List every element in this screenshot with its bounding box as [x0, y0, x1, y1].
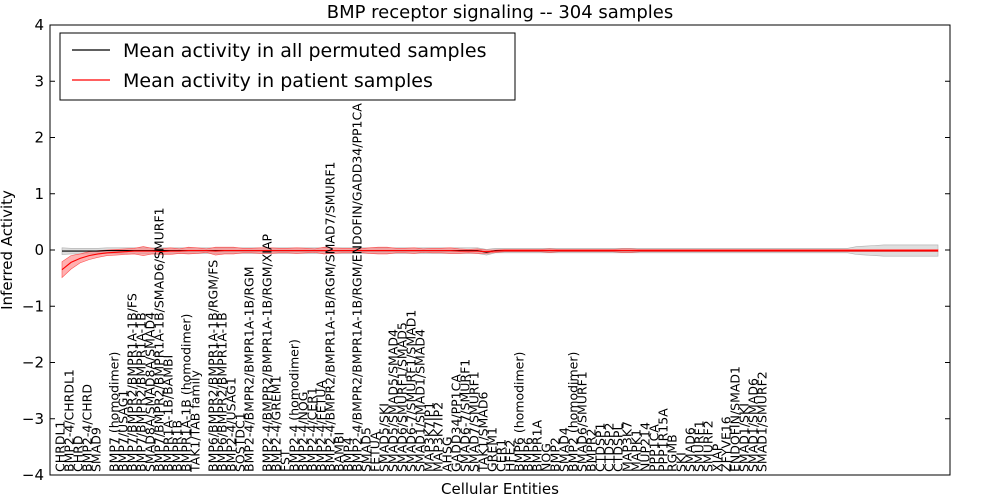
entity-label: TAK1/TAB family [188, 369, 203, 473]
entity-label: BMP2-4/FETUA [314, 380, 329, 472]
confidence-bands [61, 244, 939, 279]
entity-label: SMURF2 [701, 420, 716, 472]
entity-label: FST [278, 449, 293, 472]
y-tick-label: 0 [34, 241, 44, 259]
x-axis-label: Cellular Entities [441, 480, 559, 498]
entity-label: GADD34/PP1CA [449, 374, 464, 472]
entity-label: SMAD5/SMAD5/SMAD4 [386, 329, 401, 472]
entity-label: BMPR1B [170, 420, 185, 472]
entity-label: BMPR2 [584, 428, 599, 472]
entity-label: SMURF1 [692, 420, 707, 472]
entity-label: BMP2-4/BMPR2/BMPR1A-1B/RGM/SMAD7/SMURF1 [323, 162, 338, 472]
entity-label: BMP2-4/CHRDL1 [62, 369, 77, 472]
entity-label: BMP2-4/USAG1 [224, 377, 239, 472]
entity-label: BMP2-4/GREM1 [269, 375, 284, 472]
entity-label: GREM1 [485, 427, 500, 472]
entity-label: BMP2-4/NOG [296, 392, 311, 472]
entity-label: BMP4 [341, 437, 356, 472]
entity-label: SMAD6-7/SMURF1 [458, 359, 473, 472]
y-axis-label: Inferred Activity [0, 190, 16, 310]
entity-label: TAK1/SMAD6 [476, 392, 491, 473]
entity-label: CTDSPL [611, 424, 626, 472]
entity-label: BAMBI [332, 432, 347, 472]
entity-label: SOSTDC1 [233, 412, 248, 472]
y-tick-label: −2 [22, 354, 44, 372]
entity-label: MAPK1 [629, 429, 644, 472]
entity-label: SMAD1/SMAD6 [746, 378, 761, 472]
legend-frame [59, 32, 516, 101]
entity-label: AHSG [440, 436, 455, 472]
legend-label-patient: Mean activity in patient samples [123, 70, 433, 92]
entity-label: SMAD1/SMAD1/SMAD4 [413, 329, 428, 472]
y-axis: 4 3 2 1 0 −1 −2 −3 −4 [22, 16, 950, 484]
entity-label: XIAP [710, 443, 725, 472]
legend-label-permuted: Mean activity in all permuted samples [123, 40, 486, 62]
entity-label: BMPR1A-1B/BAMBI [161, 355, 176, 472]
entity-label: BMP7/BMPR2/BMPR1A-1B/FS [125, 293, 140, 472]
entity-label: PPP1R15A [656, 408, 671, 472]
entity-label: BMP2-4/BMPR2/BMPR1A-1B/RGM/ENDOFIN/GADD3… [350, 103, 365, 472]
entity-label: BMP7/BMPR2/BMPR1A-1B/SMAD6/SMURF1 [152, 207, 167, 472]
entity-label: MAP3K7 [620, 421, 635, 472]
entity-label: HFE2 [503, 440, 518, 472]
entity-label: SMAD5/SKI [377, 403, 392, 472]
y-tick-label: −1 [22, 297, 44, 315]
entity-label: ZFYVE16 [719, 416, 734, 472]
y-tick-label: −4 [22, 466, 44, 484]
entity-label: SMAD8A/SMAD8A/SMAD4 [143, 312, 158, 472]
entity-label: SMAD6 [683, 427, 698, 472]
entity-label: BMP2-4/CER1 [305, 387, 320, 472]
chart-title: BMP receptor signaling -- 304 samples [327, 2, 674, 23]
entity-label: SMAD6/SMURF1/SMAD5 [395, 322, 410, 472]
entity-label: SMAD6/SMURF1 [575, 371, 590, 472]
entity-label: CHRDL1 [53, 421, 68, 472]
entity-label: RGMB [665, 434, 680, 472]
entity-label: BMP2 (homodimer) [566, 352, 581, 472]
entity-label: BMPR1A [530, 419, 545, 472]
patient-band [61, 246, 939, 279]
entity-label: SMAD4 [557, 427, 572, 472]
entity-label: ENDOFIN/SMAD1 [728, 366, 743, 472]
entity-label: BMP6 (homodimer) [512, 352, 527, 472]
entity-label: FETUA [368, 431, 383, 472]
entity-label: BMP7/USAG1 [116, 390, 131, 472]
entity-label: SMAD6-7/SMURF1/SMAD1 [404, 310, 419, 472]
entity-label: SMAD7/SMURF1 [467, 371, 482, 472]
y-tick-label: 4 [34, 16, 44, 34]
entity-label: BMP6/BMPR2/BMPR1A-1B [215, 312, 230, 472]
entity-label: BMP2-4/BMPR2/BMPR1A-1B/RGM/XIAP [260, 233, 275, 472]
series-lines [61, 250, 938, 271]
entity-label: SKI [674, 452, 689, 472]
entity-label: CHRD [71, 436, 86, 472]
entity-label: BMP7 (homodimer) [107, 352, 122, 472]
entity-label: SMAD5 [359, 427, 374, 472]
entity-label: SMAD9 [89, 427, 104, 472]
y-tick-label: 3 [34, 72, 44, 90]
entity-label: BMP2-4/BMPR2/BMPR1A-1B/RGM [242, 267, 257, 473]
patient-mean-line [61, 250, 938, 271]
entity-label: SMAD1/SMURF2 [755, 371, 770, 472]
entity-label: BMP7/BMPR2/BMPR1A-1B [134, 312, 149, 472]
entity-label: CER1 [494, 439, 509, 472]
entity-label: PPP1CA [647, 424, 662, 472]
entity-label: CTDSP2 [602, 423, 617, 472]
y-tick-label: 1 [34, 185, 44, 203]
entity-label: BMP2 [548, 437, 563, 472]
entity-label: MAP3K7IP1 [422, 402, 437, 472]
entity-label: BMPR1A-1B (homodimer) [179, 314, 194, 472]
entity-label: NOG [539, 443, 554, 472]
entity-label: BMP2-4 (homodimer) [287, 339, 302, 472]
entity-label: BMP6 [521, 437, 536, 472]
legend: Mean activity in all permuted samples Me… [59, 32, 516, 101]
y-tick-label: −3 [22, 410, 44, 428]
entity-label: NUP214 [638, 422, 653, 472]
entity-label: SMAD1/SKI [737, 403, 752, 472]
entity-label: BMP6/BMPR2/BMPR1A-1B/RGM/FS [206, 260, 221, 472]
entity-label: MAP3K7IP2 [431, 402, 446, 472]
y-tick-label: 2 [34, 129, 44, 147]
entity-label: BMP2-4/CHRD [80, 384, 95, 472]
entity-label: CTDSP1 [593, 423, 608, 472]
